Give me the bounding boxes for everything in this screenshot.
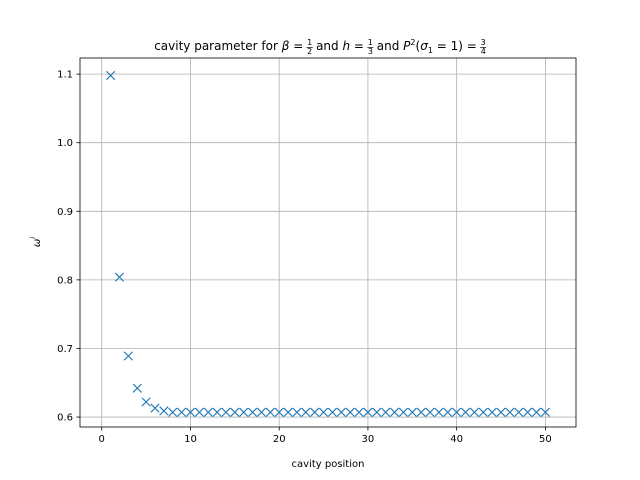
title-p-symbol: P: [403, 39, 411, 53]
data-point: [372, 407, 382, 417]
title-and-1: and: [312, 39, 342, 53]
data-point: [194, 407, 204, 417]
data-point: [301, 407, 311, 417]
data-point: [185, 407, 196, 417]
x-tick-label: 20: [273, 434, 286, 445]
data-point: [398, 407, 409, 417]
title-eq-1: =: [289, 39, 307, 53]
title-eq-3: =: [463, 39, 481, 53]
data-point: [292, 407, 302, 417]
data-point: [363, 407, 373, 417]
data-point: [389, 407, 400, 417]
data-point: [416, 407, 426, 417]
data-point: [203, 407, 213, 417]
data-point: [540, 407, 550, 417]
title-sigma-symbol: σ: [420, 39, 428, 53]
y-tick-label: 0.7: [57, 344, 73, 355]
data-point: [523, 407, 533, 417]
title-beta-num: 1: [307, 38, 312, 47]
y-axis-ticks: 0.6 0.7 0.8 0.9 1.0 1.1: [57, 70, 80, 424]
data-point: [487, 407, 497, 417]
x-tick-label: 10: [184, 434, 197, 445]
data-point: [265, 407, 275, 417]
data-point: [168, 407, 178, 417]
grid: [80, 58, 576, 427]
title-sigma-eq: = 1): [433, 39, 463, 53]
title-h-den: 3: [368, 47, 373, 56]
data-point: [505, 407, 515, 417]
data-point: [345, 407, 355, 417]
data-point: [336, 407, 346, 417]
data-point: [496, 407, 506, 417]
scatter-points: [106, 70, 550, 417]
data-point: [407, 407, 417, 417]
x-tick-label: 50: [539, 434, 552, 445]
data-point: [354, 407, 364, 417]
y-tick-label: 1.1: [57, 70, 73, 81]
data-point: [452, 407, 462, 417]
y-tick-label: 0.9: [57, 207, 73, 218]
data-point: [310, 407, 320, 417]
x-axis-ticks: 0 10 20 30 40 50: [99, 427, 552, 445]
data-point: [123, 351, 133, 361]
data-point: [469, 407, 479, 417]
title-h-num: 1: [368, 38, 373, 47]
y-tick-label: 1.0: [57, 138, 73, 149]
data-point: [514, 407, 524, 417]
data-point: [141, 397, 151, 407]
y-axis-label-sup: i: [29, 237, 37, 239]
x-tick-label: 0: [99, 434, 105, 445]
title-prefix: cavity parameter for: [154, 39, 282, 53]
data-point: [106, 70, 116, 81]
y-axis-label: ωi: [29, 237, 43, 247]
data-point: [150, 403, 160, 413]
title-p-num: 3: [481, 38, 486, 47]
title-p-sup: 2: [410, 38, 415, 47]
x-tick-label: 40: [450, 434, 463, 445]
data-point: [256, 407, 267, 417]
data-point: [159, 406, 169, 416]
data-point: [381, 407, 391, 417]
title-sigma-sub: 1: [428, 46, 433, 55]
data-point: [274, 407, 284, 417]
data-point: [531, 407, 542, 417]
data-point: [247, 407, 258, 417]
plot-area-frame: [79, 57, 577, 428]
x-axis-label: cavity position: [292, 459, 365, 470]
data-point: [132, 383, 142, 393]
data-point: [425, 407, 435, 417]
title-and-2: and: [373, 39, 403, 53]
data-point: [478, 407, 488, 417]
title-p-den: 4: [481, 47, 486, 56]
data-point: [318, 407, 329, 417]
title-h-symbol: h: [342, 39, 350, 53]
y-axis-label-symbol: ω: [32, 239, 43, 247]
data-point: [434, 407, 444, 417]
data-point: [239, 407, 249, 417]
y-tick-label: 0.6: [57, 413, 73, 424]
data-point: [221, 407, 231, 417]
y-tick-label: 0.8: [57, 275, 73, 286]
title-open-paren: (: [416, 39, 421, 53]
data-point: [114, 272, 125, 282]
x-tick-label: 30: [362, 434, 375, 445]
title-eq-2: =: [350, 39, 368, 53]
title-beta-den: 2: [307, 47, 312, 56]
data-point: [327, 407, 338, 417]
title-beta-symbol: β: [281, 39, 290, 53]
data-point: [177, 407, 187, 417]
data-point: [212, 407, 222, 417]
data-point: [460, 407, 471, 417]
data-point: [283, 407, 293, 417]
data-point: [230, 407, 240, 417]
data-point: [443, 407, 453, 417]
